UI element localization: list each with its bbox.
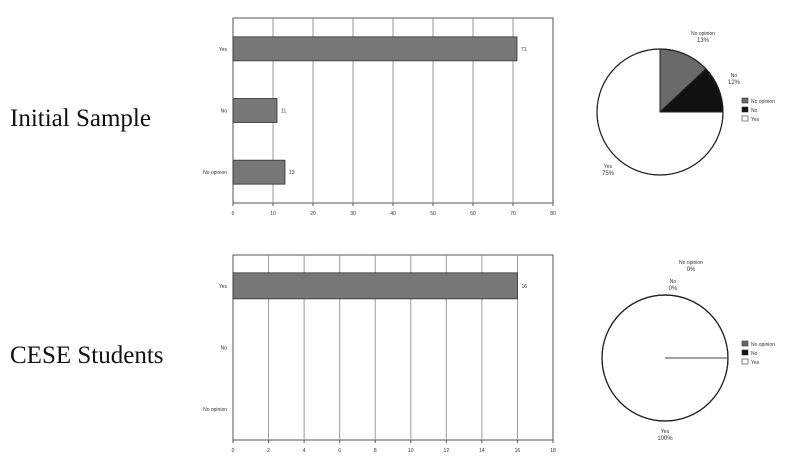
legend-swatch-no-opinion xyxy=(741,97,749,104)
x-tick-label-60: 60 xyxy=(470,211,476,217)
x-tick-label-30: 30 xyxy=(350,211,356,217)
legend-label-no: No xyxy=(751,108,758,114)
legend-swatch-yes xyxy=(741,115,749,122)
data-label-no: 11 xyxy=(281,109,286,115)
legend-label-no: No xyxy=(751,351,758,357)
category-label-no-opinion: No opinion xyxy=(203,170,227,176)
category-label-no: No xyxy=(221,109,228,115)
pie-label-no: No xyxy=(731,73,738,79)
bar-chart-initial-sample: 0 10 20 30 40 50 60 70 80 Yes 71 No 11 No opinion 13 xyxy=(203,17,556,217)
row-label-cese-students: CESE Students xyxy=(10,342,164,369)
x-tick-label-8: 8 xyxy=(374,448,377,454)
legend-swatch-no-opinion xyxy=(741,340,749,347)
x-tick-label-40: 40 xyxy=(390,211,396,217)
x-tick-label-10: 10 xyxy=(270,211,276,217)
pie-percent-no-opinion: 13% xyxy=(697,38,710,44)
x-tick-label-0: 0 xyxy=(232,211,235,217)
pie-outline xyxy=(596,48,724,176)
legend-label-no-opinion: No opinion xyxy=(751,342,775,348)
pie-percent-no: 12% xyxy=(728,80,741,86)
pie-label-no-opinion: No opinion xyxy=(691,31,715,37)
pie-label-no-opinion: No opinion xyxy=(679,260,703,266)
x-tick-label-18: 18 xyxy=(550,448,556,454)
pie-label-no: No xyxy=(670,279,677,285)
category-label-yes: Yes xyxy=(219,284,228,290)
x-tick-label-70: 70 xyxy=(510,211,516,217)
x-tick-label-6: 6 xyxy=(338,448,341,454)
legend-label-yes: Yes xyxy=(751,117,760,123)
legend-swatch-yes xyxy=(741,358,749,365)
pie-percent-yes: 75% xyxy=(602,171,615,177)
x-tick-label-10: 10 xyxy=(408,448,414,454)
pie-percent-no: 0% xyxy=(669,286,678,292)
x-tick-label-20: 20 xyxy=(310,211,316,217)
legend-swatch-no xyxy=(741,349,749,356)
bar-no xyxy=(232,98,278,123)
data-label-no-opinion: 13 xyxy=(289,170,295,176)
x-tick-label-12: 12 xyxy=(444,448,450,454)
data-label-yes: 16 xyxy=(521,284,527,290)
legend-label-yes: Yes xyxy=(751,360,760,366)
x-tick-label-4: 4 xyxy=(303,448,306,454)
data-label-yes: 71 xyxy=(521,47,527,53)
x-tick-label-50: 50 xyxy=(430,211,436,217)
x-tick-label-16: 16 xyxy=(515,448,521,454)
pie-label-yes: Yes xyxy=(661,429,670,435)
x-tick-label-2: 2 xyxy=(267,448,270,454)
pie-percent-no-opinion: 0% xyxy=(687,267,696,273)
legend-label-no-opinion: No opinion xyxy=(751,99,775,105)
pie-percent-yes: 100% xyxy=(657,436,673,442)
category-label-no: No xyxy=(221,346,228,352)
x-tick-label-0: 0 xyxy=(232,448,235,454)
bar-yes xyxy=(232,36,518,62)
legend-swatch-no xyxy=(741,106,749,113)
x-tick-label-80: 80 xyxy=(550,211,556,217)
bar-yes xyxy=(232,272,518,300)
category-label-yes: Yes xyxy=(219,47,228,53)
category-label-no-opinion: No opinion xyxy=(203,407,227,413)
x-tick-label-14: 14 xyxy=(479,448,485,454)
bar-no-opinion xyxy=(232,159,286,185)
bar-chart-cese-students: 0 2 4 6 8 10 12 14 16 18 Yes 16 No No opinion xyxy=(203,254,556,454)
pie-label-yes: Yes xyxy=(604,164,613,170)
row-label-initial-sample: Initial Sample xyxy=(10,105,151,132)
